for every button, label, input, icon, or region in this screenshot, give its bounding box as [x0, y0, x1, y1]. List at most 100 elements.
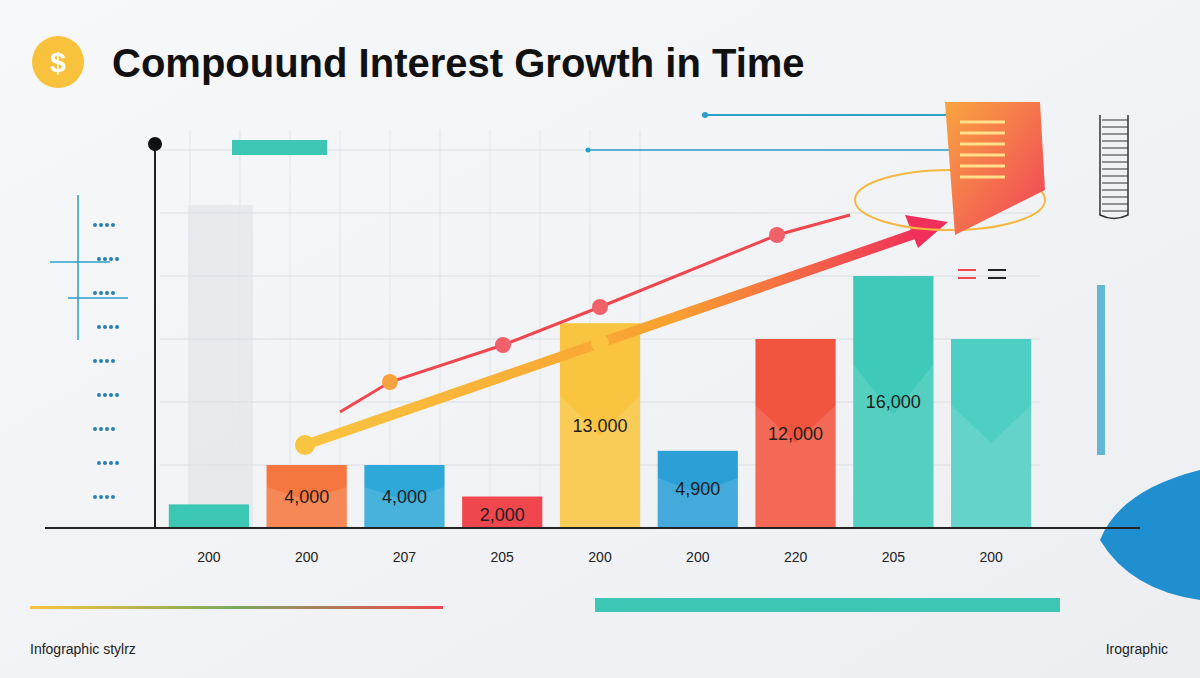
- decor-dot: [93, 291, 97, 295]
- decor-stripe: [960, 143, 1005, 146]
- decor-arrow: [305, 232, 920, 445]
- decor-mark: [958, 269, 976, 271]
- decor-dot: [111, 223, 115, 227]
- decor-trend-dot: [592, 299, 608, 315]
- decor-dot: [109, 393, 113, 397]
- decor-arrowhead: [905, 215, 948, 248]
- decor-ladder: [1102, 211, 1128, 212]
- bar-shade: [560, 395, 640, 528]
- footer-right: Irographic: [1106, 641, 1168, 657]
- decor-dot: [702, 112, 708, 118]
- chart-root: 4,0004,0002,00013.0004,90012,00016,00020…: [0, 0, 1200, 678]
- data-label: 12,000: [768, 424, 823, 444]
- decor-bar: [1097, 285, 1105, 455]
- decor-grid: [190, 130, 191, 528]
- decor-line: [77, 195, 79, 340]
- bar: [169, 504, 249, 528]
- decor-stripe: [960, 165, 1005, 168]
- decor-dot: [111, 427, 115, 431]
- x-tick-label: 200: [979, 549, 1003, 565]
- background: [0, 0, 1200, 678]
- decor-ladder: [1102, 169, 1128, 170]
- decor-ladder: [1102, 190, 1128, 191]
- decor-dot: [97, 325, 101, 329]
- decor-ladder: [1102, 176, 1128, 177]
- x-tick-label: 207: [393, 549, 417, 565]
- footer-left: Infographic stylrz: [30, 641, 136, 657]
- decor-ladder: [1102, 120, 1128, 121]
- decor-dot: [93, 495, 97, 499]
- decor-dot: [103, 257, 107, 261]
- bar-shade: [658, 478, 738, 528]
- decor-trend-dot: [495, 337, 511, 353]
- decor-ladder: [1102, 141, 1128, 142]
- decor-dot: [586, 148, 591, 153]
- decor-arrow-dot: [295, 435, 315, 455]
- data-label: 13.000: [572, 416, 627, 436]
- decor-trend-dot: [769, 227, 785, 243]
- decor-dot: [99, 495, 103, 499]
- decor-dot: [109, 461, 113, 465]
- bar: [853, 276, 933, 528]
- decor-mark: [958, 277, 976, 279]
- decor-ladder: [1102, 183, 1128, 184]
- coin-symbol: $: [50, 47, 66, 78]
- decor-ladder: [1102, 162, 1128, 163]
- data-label: 4,900: [675, 479, 720, 499]
- decor-line: [588, 149, 1000, 151]
- decor-grid: [490, 130, 491, 528]
- decor-trend-dot: [382, 374, 398, 390]
- coin-icon: [32, 36, 84, 88]
- decor-dot: [105, 427, 109, 431]
- decor-dot: [105, 495, 109, 499]
- bar: [951, 339, 1031, 528]
- backdrop-panel: [188, 205, 253, 528]
- bars: [169, 276, 1031, 528]
- decor-ladder: [1100, 115, 1128, 219]
- decor-ladder: [1102, 148, 1128, 149]
- decor-mark: [988, 269, 1006, 271]
- x-tick-label: 205: [882, 549, 906, 565]
- data-label: 16,000: [866, 392, 921, 412]
- decor-dot: [93, 427, 97, 431]
- chart-svg: 4,0004,0002,00013.0004,90012,00016,00020…: [0, 0, 1200, 678]
- decor-dot: [111, 291, 115, 295]
- decor-ladder: [1102, 197, 1128, 198]
- decor-dot: [99, 223, 103, 227]
- bar: [658, 451, 738, 528]
- decor-stripe: [960, 132, 1005, 135]
- bar-shade: [951, 405, 1031, 528]
- decor-dot: [111, 359, 115, 363]
- decor-line: [705, 114, 980, 116]
- bar-shade: [853, 364, 933, 528]
- decor-shape: [1100, 470, 1200, 600]
- x-tick-label: 200: [588, 549, 612, 565]
- decor-dot: [105, 223, 109, 227]
- x-tick-label: 200: [295, 549, 319, 565]
- decor-dot: [115, 325, 119, 329]
- decor-grid: [240, 130, 241, 528]
- decor-stripe: [960, 121, 1005, 124]
- decor-stripe: [960, 154, 1005, 157]
- decor-dot: [103, 461, 107, 465]
- decor-dot: [105, 291, 109, 295]
- decor-line: [50, 261, 110, 263]
- decor-dot: [105, 359, 109, 363]
- decor-ladder: [1102, 127, 1128, 128]
- decor-mark: [988, 277, 1006, 279]
- decor-dot: [103, 393, 107, 397]
- decor-dot: [97, 393, 101, 397]
- decor-ladder: [1102, 204, 1128, 205]
- bar-shade: [267, 487, 347, 528]
- decor-dot: [99, 427, 103, 431]
- x-tick-label: 200: [686, 549, 710, 565]
- decor-bar: [595, 598, 1060, 612]
- x-tick-label: 220: [784, 549, 808, 565]
- decor-trend: [340, 215, 850, 412]
- decor-dot: [115, 393, 119, 397]
- decor-stripe: [960, 176, 1005, 179]
- decor-dot: [99, 359, 103, 363]
- bar: [755, 339, 835, 528]
- decor-dot: [109, 257, 113, 261]
- decor-dot: [97, 257, 101, 261]
